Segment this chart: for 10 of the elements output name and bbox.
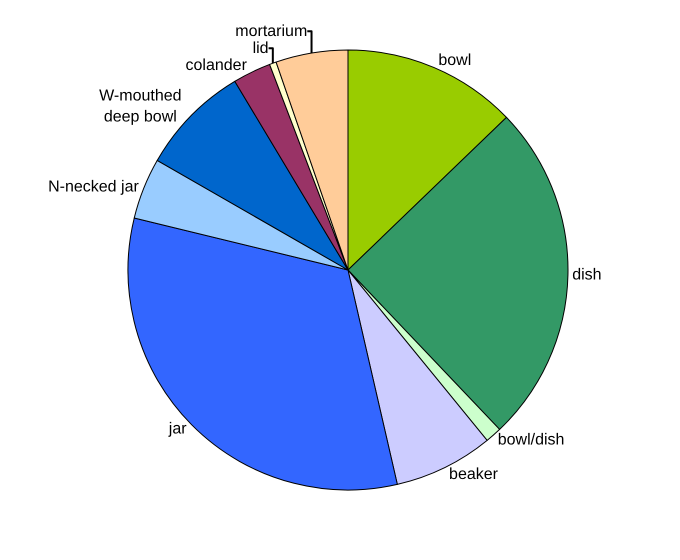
slice-label: jar: [168, 420, 188, 438]
slice-label: colander: [186, 56, 248, 74]
slice-label: lid: [252, 40, 269, 57]
slice-label: bowl: [438, 52, 472, 69]
slice-label: beaker: [449, 466, 499, 483]
slice-label: bowl/dish: [498, 431, 564, 448]
slice-label: N-necked jar: [48, 178, 140, 196]
slice-label: W-mouthed deep bowl: [99, 88, 182, 126]
slice-label: dish: [572, 266, 602, 284]
slice-label: mortarium: [235, 22, 308, 40]
